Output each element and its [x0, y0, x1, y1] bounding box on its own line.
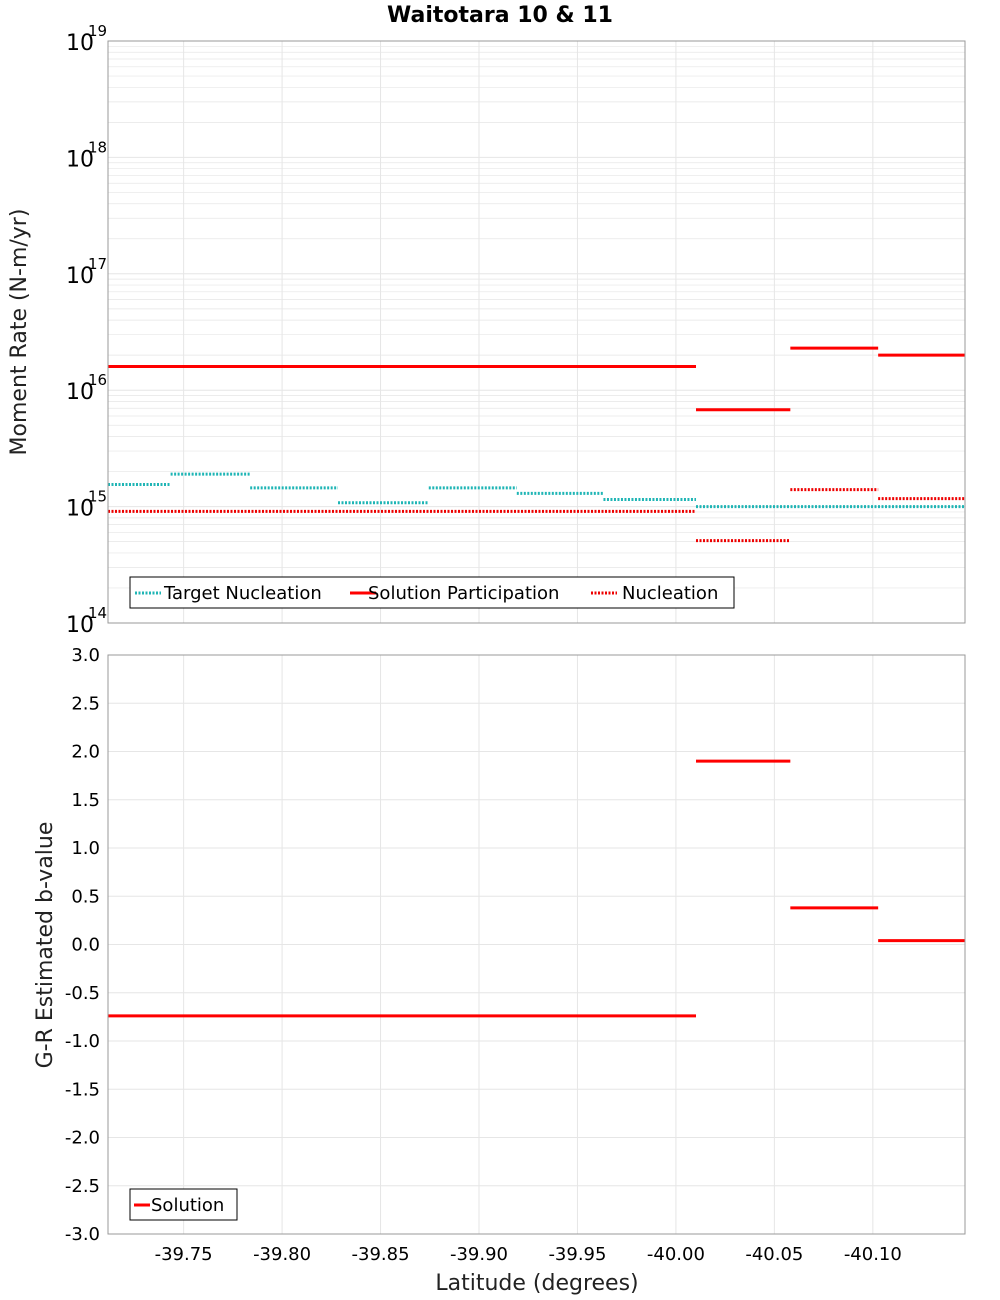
bottom-y-tick-label: -0.5	[65, 983, 100, 1004]
legend-label: Solution	[151, 1195, 224, 1216]
bottom-y-tick-label: -3.0	[65, 1224, 100, 1245]
top-grid	[108, 41, 965, 624]
top-plot-frame	[107, 40, 966, 624]
bottom-y-tick-label: -2.0	[65, 1128, 100, 1149]
bottom-y-axis-label: G-R Estimated b-value	[33, 822, 58, 1069]
bottom-y-tick-label: -1.0	[65, 1031, 100, 1052]
tick-exponent: 14	[88, 604, 107, 622]
legend-label: Nucleation	[622, 583, 718, 604]
x-tick-label: -40.05	[745, 1244, 803, 1265]
x-tick-label: -39.95	[548, 1244, 606, 1265]
tick-base: 10	[66, 147, 94, 172]
x-tick-label: -39.75	[155, 1244, 213, 1265]
bottom-y-tick-label: -1.5	[65, 1079, 100, 1100]
x-tick-label: -40.00	[647, 1244, 705, 1265]
bottom-y-tick-label: -2.5	[65, 1176, 100, 1197]
tick-base: 10	[66, 264, 94, 289]
bottom-y-tick-label: 2.0	[71, 742, 100, 763]
top-y-axis-label: Moment Rate (N-m/yr)	[7, 209, 32, 456]
x-tick-labels: -39.75 -39.80 -39.85 -39.90 -39.95 -40.00 -40.…	[155, 1244, 902, 1265]
x-tick-label: -39.85	[352, 1244, 410, 1265]
tick-base: 10	[66, 497, 94, 522]
tick-exponent: 17	[88, 255, 107, 273]
tick-exponent: 19	[88, 22, 107, 40]
bottom-y-tick-label: 0.5	[71, 886, 100, 907]
legend-label: Solution Participation	[368, 583, 559, 604]
bottom-legend: Solution	[129, 1188, 238, 1221]
legend-box	[129, 576, 735, 609]
bottom-plot-frame	[107, 654, 966, 1235]
chart-title: Waitotara 10 & 11	[387, 3, 613, 28]
tick-exponent: 16	[88, 371, 107, 389]
tick-base: 10	[66, 31, 94, 56]
top-series	[108, 346, 965, 543]
bottom-series	[108, 759, 965, 1018]
bottom-y-tick-label: 1.5	[71, 790, 100, 811]
legend-label: Target Nucleation	[163, 583, 322, 604]
b-value-panel: 3.0 2.5 2.0 1.5 1.0 0.5 0.0 -0.5 -1.0 -1.5 -2.0 -2.…	[33, 645, 966, 1245]
bottom-y-tick-label: 1.0	[71, 838, 100, 859]
x-tick-label: -40.10	[844, 1244, 902, 1265]
bottom-y-tick-label: 3.0	[71, 645, 100, 666]
tick-base: 10	[66, 380, 94, 405]
bottom-y-tick-label: 2.5	[71, 693, 100, 714]
bottom-y-tick-labels: 3.0 2.5 2.0 1.5 1.0 0.5 0.0 -0.5 -1.0 -1.5 -2.0 -2.…	[65, 645, 100, 1245]
tick-exponent: 18	[88, 138, 107, 156]
x-tick-label: -39.90	[450, 1244, 508, 1265]
tick-exponent: 15	[88, 488, 107, 506]
tick-base: 10	[66, 613, 94, 638]
top-legend: Target Nucleation Solution Participation N…	[129, 576, 735, 609]
x-axis-label: Latitude (degrees)	[435, 1271, 638, 1296]
bottom-y-tick-label: 0.0	[71, 935, 100, 956]
x-tick-label: -39.80	[253, 1244, 311, 1265]
